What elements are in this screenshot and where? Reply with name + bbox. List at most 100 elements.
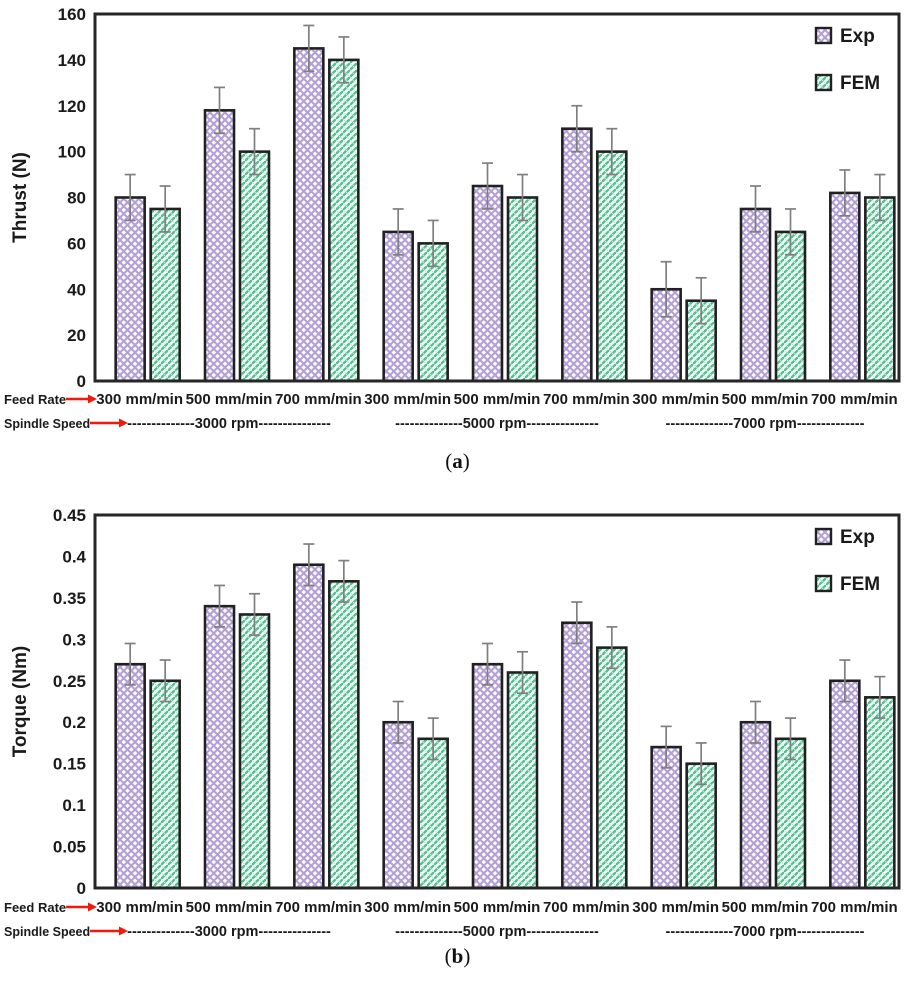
- bar-exp-1: [203, 604, 236, 890]
- y-tick-label-0: 0: [77, 879, 86, 898]
- bar-fem-4: [506, 671, 539, 890]
- legend-swatch-exp: [814, 26, 833, 45]
- bar-exp-5: [561, 621, 593, 890]
- feed-rate-tick-8: 700 mm/min: [811, 899, 898, 916]
- bar-fem-8: [864, 696, 896, 890]
- bar-fem-6: [685, 299, 717, 383]
- feed-rate-tick-7: 500 mm/min: [722, 899, 809, 916]
- spindle-group-label-1: --------------5000 rpm---------------: [395, 924, 599, 940]
- feed-rate-tick-5: 700 mm/min: [543, 899, 630, 916]
- y-tick-label-7: 0.35: [53, 589, 86, 608]
- bar-exp-0: [114, 196, 146, 383]
- bar-exp-3: [382, 720, 414, 890]
- y-axis-title: Torque (Nm): [10, 646, 31, 758]
- y-tick-label-4: 0.2: [62, 713, 86, 732]
- chart-b-torque: 0 0.05 0.1 0.15 0.2 0.25 0.3 0.35 0.4 0.45 Torque …: [4, 506, 901, 940]
- feed-rate-tick-7: 500 mm/min: [722, 391, 809, 408]
- bar-exp-1: [203, 109, 236, 383]
- bar-fem-2: [328, 58, 360, 383]
- y-tick-label-5: 0.25: [53, 672, 86, 691]
- spindle-group-label-2: --------------7000 rpm--------------: [666, 416, 865, 432]
- y-tick-label-1: 20: [67, 326, 86, 345]
- bar-fem-2: [328, 580, 360, 890]
- legend-swatch-exp: [814, 527, 833, 546]
- y-tick-label-6: 0.3: [62, 630, 86, 649]
- bar-exp-0: [114, 662, 146, 890]
- legend-label-exp: Exp: [840, 527, 875, 548]
- bar-fem-5: [596, 150, 628, 383]
- y-tick-label-6: 120: [58, 97, 86, 116]
- bar-exp-5: [561, 127, 593, 383]
- legend-label-fem: FEM: [840, 574, 880, 595]
- plot-frame: [93, 12, 901, 383]
- bar-fem-8: [864, 196, 896, 383]
- bar-exp-4: [471, 662, 504, 890]
- bar-exp-7: [739, 207, 772, 383]
- bar-fem-4: [506, 196, 539, 383]
- spindle-group-label-1: --------------5000 rpm---------------: [395, 416, 599, 432]
- caption-b-open: (: [444, 944, 452, 968]
- feed-rate-tick-4: 500 mm/min: [454, 899, 541, 916]
- bar-fem-1: [238, 613, 271, 890]
- bar-fem-5: [596, 646, 628, 890]
- caption-b: (b): [0, 944, 915, 969]
- feed-rate-tick-3: 300 mm/min: [364, 899, 451, 916]
- feed-rate-tick-6: 300 mm/min: [632, 391, 719, 408]
- bar-fem-3: [417, 737, 449, 890]
- y-tick-label-8: 160: [58, 5, 86, 24]
- legend-swatch-fem: [814, 73, 833, 92]
- feed-rate-tick-1: 500 mm/min: [186, 391, 273, 408]
- y-tick-label-2: 0.1: [62, 796, 86, 815]
- spindle-speed-arrow-head: [119, 926, 128, 936]
- feed-rate-tick-4: 500 mm/min: [454, 391, 541, 408]
- y-tick-label-7: 140: [58, 51, 86, 70]
- caption-a: (a): [0, 449, 915, 474]
- y-tick-label-2: 40: [67, 280, 86, 299]
- chart-a-thrust: 0 20 40 60 80 100 120 140 160 Thrust (N) 300 mm/mi…: [4, 5, 901, 432]
- y-tick-label-8: 0.4: [62, 547, 86, 566]
- feed-rate-tick-3: 300 mm/min: [364, 391, 451, 408]
- bar-exp-8: [829, 191, 861, 383]
- bar-exp-2: [293, 47, 325, 383]
- feed-rate-row-label: Feed Rate: [4, 392, 66, 407]
- feed-rate-tick-1: 500 mm/min: [186, 899, 273, 916]
- plot-frame: [93, 513, 901, 890]
- bar-fem-0: [149, 207, 181, 383]
- feed-rate-tick-0: 300 mm/min: [96, 899, 183, 916]
- feed-rate-tick-2: 700 mm/min: [275, 391, 362, 408]
- spindle-speed-row-label: Spindle Speed: [4, 925, 90, 939]
- caption-a-close: ): [462, 449, 470, 473]
- spindle-group-label-0: --------------3000 rpm---------------: [127, 416, 331, 432]
- spindle-group-label-0: --------------3000 rpm---------------: [127, 924, 331, 940]
- y-tick-label-9: 0.45: [53, 506, 86, 525]
- bar-exp-6: [650, 745, 682, 890]
- bar-fem-0: [149, 679, 181, 890]
- spindle-speed-arrow-head: [119, 418, 128, 428]
- y-tick-label-5: 100: [58, 143, 86, 162]
- spindle-speed-row-label: Spindle Speed: [4, 417, 90, 431]
- caption-b-letter: b: [451, 944, 464, 968]
- caption-b-close: ): [463, 944, 471, 968]
- caption-a-open: (: [445, 449, 453, 473]
- bar-exp-2: [293, 563, 325, 890]
- feed-rate-tick-6: 300 mm/min: [632, 899, 719, 916]
- feed-rate-arrow-head: [88, 394, 97, 404]
- feed-rate-tick-2: 700 mm/min: [275, 899, 362, 916]
- feed-rate-tick-8: 700 mm/min: [811, 391, 898, 408]
- bar-exp-8: [829, 679, 861, 890]
- bar-exp-7: [739, 720, 772, 890]
- legend-swatch-fem: [814, 574, 833, 593]
- y-axis-title: Thrust (N): [10, 152, 31, 243]
- feed-rate-arrow-head: [88, 902, 97, 912]
- y-tick-label-0: 0: [77, 372, 86, 391]
- y-tick-label-4: 80: [67, 189, 86, 208]
- y-tick-label-1: 0.05: [53, 838, 86, 857]
- caption-a-letter: a: [452, 449, 463, 473]
- bar-exp-4: [471, 184, 504, 383]
- feed-rate-tick-5: 700 mm/min: [543, 391, 630, 408]
- legend-label-fem: FEM: [840, 73, 880, 94]
- y-tick-label-3: 60: [67, 234, 86, 253]
- legend-label-exp: Exp: [840, 26, 875, 47]
- y-tick-label-3: 0.15: [53, 755, 86, 774]
